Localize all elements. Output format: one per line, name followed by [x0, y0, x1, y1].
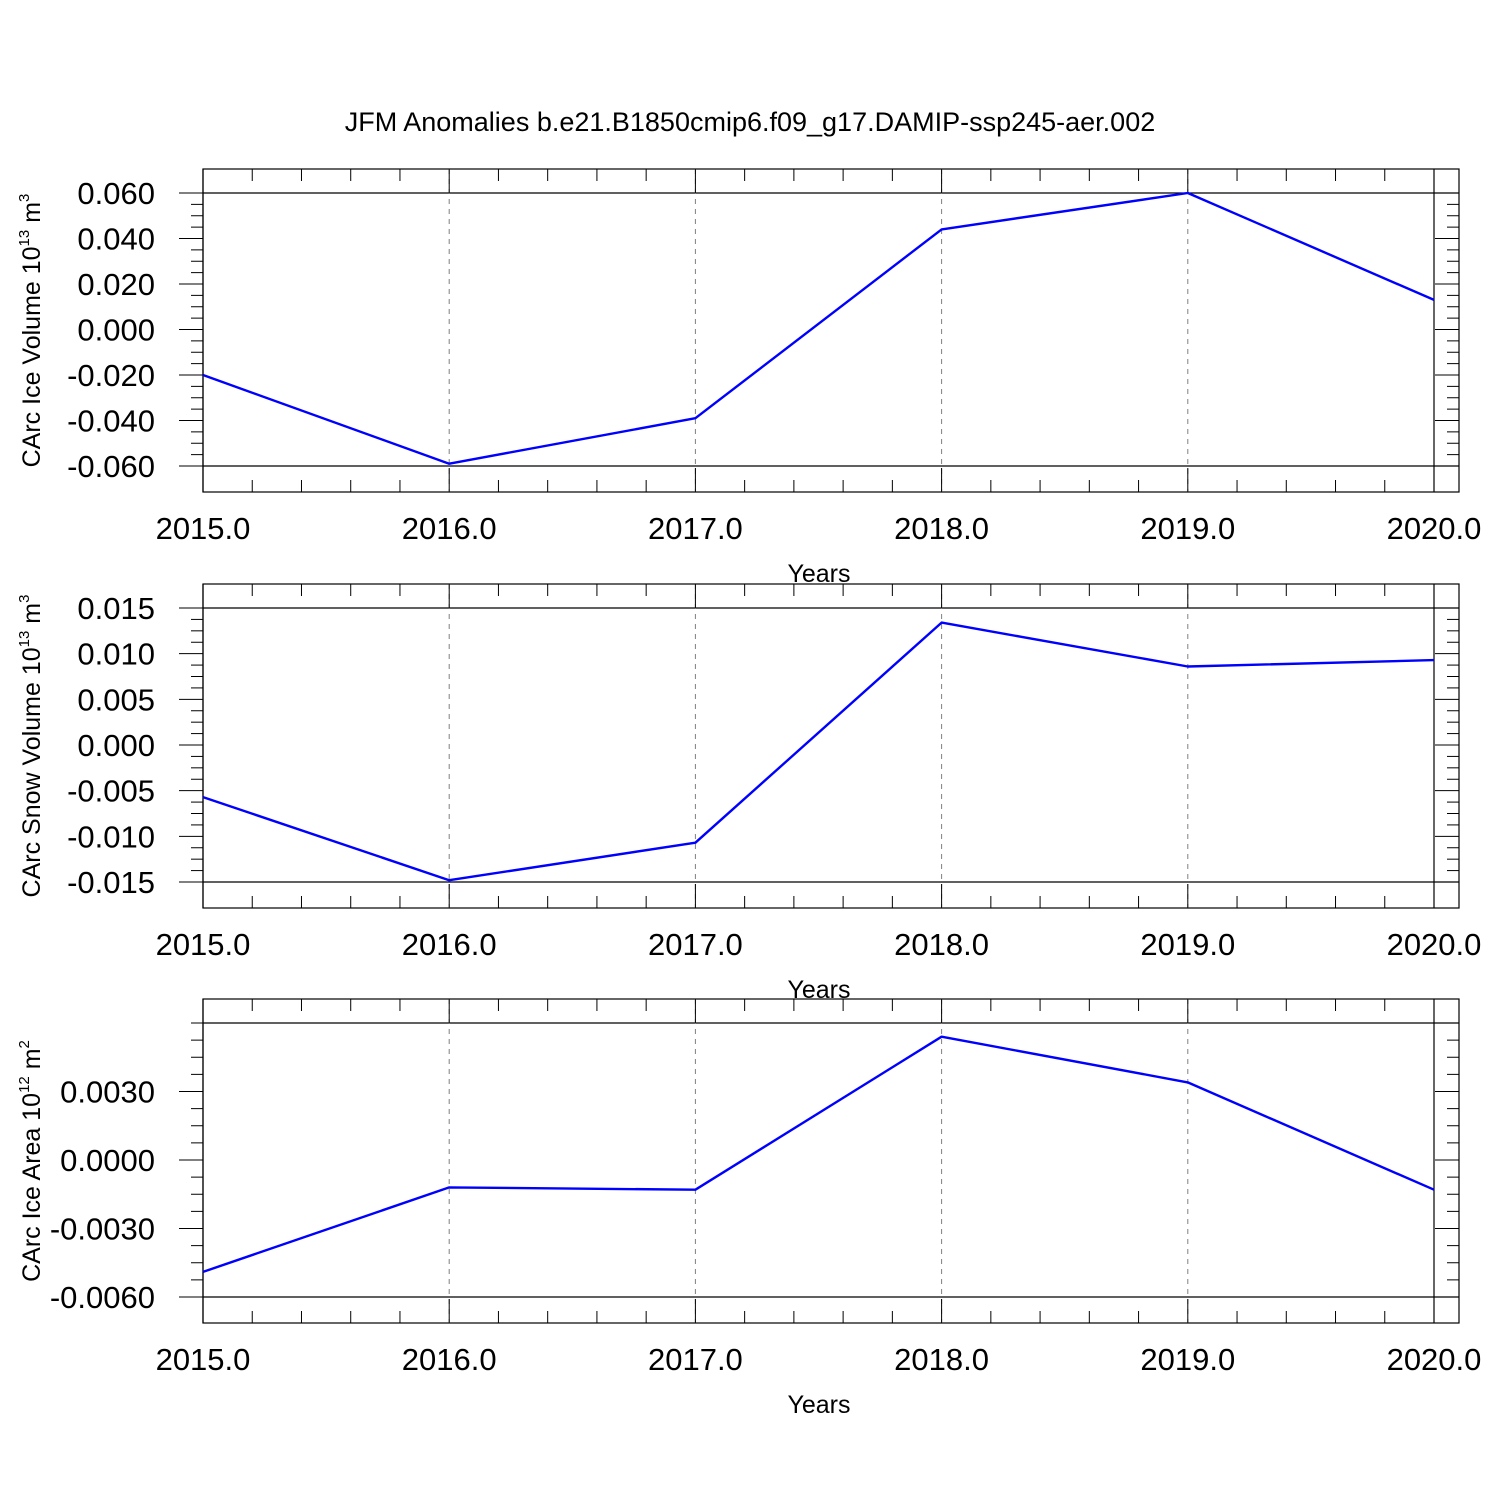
- x-tick-label: 2020.0: [1387, 1342, 1482, 1377]
- x-tick-label: 2020.0: [1387, 927, 1482, 962]
- y-tick-label: 0.005: [77, 682, 155, 717]
- x-tick-label: 2016.0: [402, 1342, 497, 1377]
- y-axis-title-exponent: 13: [16, 631, 33, 648]
- x-axis-title: Years: [787, 1391, 850, 1419]
- y-tick-label: -0.040: [67, 404, 155, 439]
- x-tick-label: 2018.0: [894, 927, 989, 962]
- y-axis-title-unit-exponent: 3: [16, 595, 33, 603]
- series-line: [202, 1035, 1435, 1274]
- x-axis-title: Years: [787, 976, 850, 1004]
- x-tick-label: 2017.0: [648, 1342, 743, 1377]
- y-axis-title: CArc Snow Volume 1013 m3: [16, 595, 46, 898]
- y-axis-title-unit: m: [18, 202, 46, 230]
- x-tick-label: 2018.0: [894, 511, 989, 546]
- series-line: [202, 191, 1435, 465]
- x-tick-label: 2016.0: [402, 927, 497, 962]
- x-tick-label: 2019.0: [1140, 511, 1235, 546]
- x-tick-label: 2017.0: [648, 511, 743, 546]
- y-tick-label: 0.000: [77, 313, 155, 348]
- y-axis-title-text: CArc Ice Area 10: [18, 1093, 46, 1282]
- y-axis-title-exponent: 13: [16, 230, 33, 247]
- y-tick-label: -0.010: [67, 819, 155, 854]
- main-title: JFM Anomalies b.e21.B1850cmip6.f09_g17.D…: [345, 107, 1155, 137]
- y-axis-title-unit-exponent: 2: [16, 1040, 33, 1048]
- y-tick-label: 0.010: [77, 637, 155, 672]
- x-axis-title: Years: [787, 560, 850, 588]
- y-axis-title-exponent: 12: [16, 1076, 33, 1093]
- x-tick-label: 2015.0: [156, 511, 251, 546]
- y-tick-label: -0.060: [67, 449, 155, 484]
- y-axis-title: CArc Ice Area 1012 m2: [16, 1040, 46, 1282]
- y-axis-title: CArc Ice Volume 1013 m3: [16, 194, 46, 468]
- y-tick-label: 0.060: [77, 176, 155, 211]
- y-axis-title-text: CArc Ice Volume 10: [18, 246, 46, 467]
- x-tick-label: 2018.0: [894, 1342, 989, 1377]
- panels-group: -0.060-0.040-0.0200.0000.0200.0400.06020…: [16, 168, 1482, 1419]
- chart-panel-1: -0.060 -0.040 -0.020 0.000 0.020 0.040 0.060 20…: [16, 168, 1482, 588]
- x-tick-label: 2015.0: [156, 927, 251, 962]
- y-tick-label: -0.0030: [50, 1212, 155, 1247]
- y-tick-label: 0.015: [77, 591, 155, 626]
- y-axis-title-text: CArc Snow Volume 10: [18, 647, 46, 897]
- chart-panel-3: -0.0060 -0.0030 0.0000 0.0030 2015.0 2016.0 20…: [16, 998, 1482, 1419]
- x-tick-label: 2016.0: [402, 511, 497, 546]
- y-tick-label: -0.015: [67, 865, 155, 900]
- y-axis-title-unit: m: [18, 603, 46, 631]
- x-tick-label: 2017.0: [648, 927, 743, 962]
- y-tick-label: 0.0000: [60, 1143, 155, 1178]
- y-tick-label: 0.020: [77, 267, 155, 302]
- x-tick-label: 2019.0: [1140, 927, 1235, 962]
- y-tick-label: 0.000: [77, 728, 155, 763]
- y-tick-label: -0.020: [67, 358, 155, 393]
- x-tick-label: 2019.0: [1140, 1342, 1235, 1377]
- y-tick-label: 0.040: [77, 222, 155, 257]
- series-line: [202, 621, 1435, 882]
- y-axis-title-unit: m: [18, 1048, 46, 1076]
- y-axis-title-unit-exponent: 3: [16, 194, 33, 202]
- y-tick-label: 0.0030: [60, 1075, 155, 1110]
- x-tick-label: 2015.0: [156, 1342, 251, 1377]
- x-tick-label: 2020.0: [1387, 511, 1482, 546]
- y-tick-label: -0.0060: [50, 1280, 155, 1315]
- y-tick-label: -0.005: [67, 774, 155, 809]
